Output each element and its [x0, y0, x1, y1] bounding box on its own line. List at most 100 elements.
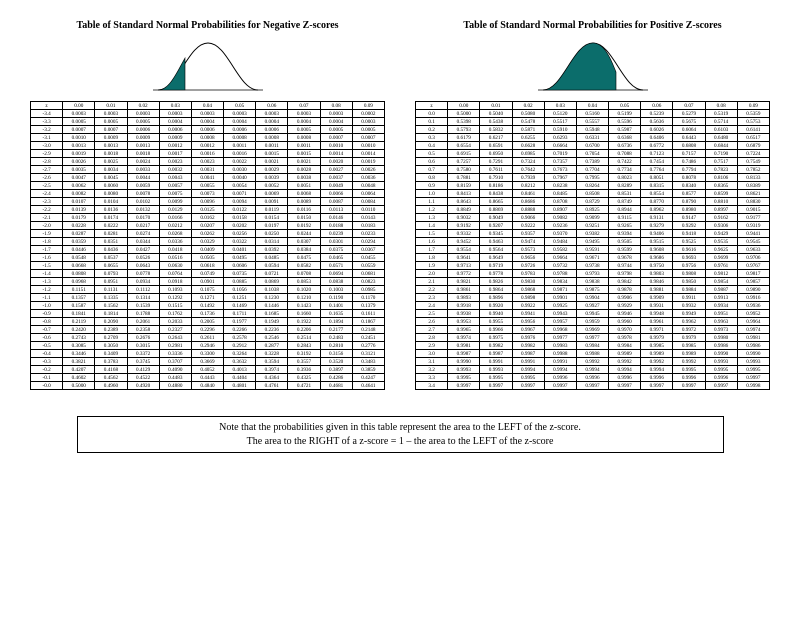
negative-prob-cell: 0.0003	[95, 110, 127, 118]
positive-prob-cell: 0.9082	[544, 214, 576, 222]
positive-prob-cell: 0.6808	[673, 142, 705, 150]
positive-prob-cell: 0.9994	[576, 366, 608, 374]
positive-prob-cell: 0.7486	[673, 158, 705, 166]
positive-prob-cell: 0.9991	[480, 358, 512, 366]
negative-prob-cell: 0.4681	[320, 382, 352, 390]
positive-prob-cell: 0.5199	[609, 110, 641, 118]
positive-prob-cell: 0.9693	[673, 254, 705, 262]
positive-prob-cell: 0.9949	[673, 310, 705, 318]
positive-prob-cell: 0.5398	[448, 118, 480, 126]
positive-prob-cell: 0.9147	[673, 214, 705, 222]
negative-prob-cell: 0.4090	[159, 366, 191, 374]
negative-prob-cell: 0.0096	[191, 198, 223, 206]
negative-prob-cell: 0.0004	[224, 118, 256, 126]
negative-prob-cell: 0.0287	[63, 230, 95, 238]
positive-prob-cell: 0.9452	[448, 238, 480, 246]
negative-prob-cell: 0.4443	[191, 374, 223, 382]
negative-prob-cell: 0.3897	[320, 366, 352, 374]
positive-prob-cell: 0.9830	[512, 278, 544, 286]
negative-prob-cell: 0.0039	[256, 174, 288, 182]
positive-prob-cell: 0.6844	[705, 142, 737, 150]
negative-prob-cell: 0.0885	[224, 278, 256, 286]
positive-prob-cell: 0.9991	[512, 358, 544, 366]
negative-prob-cell: 0.1446	[256, 302, 288, 310]
positive-prob-cell: 0.9996	[673, 374, 705, 382]
positive-prob-cell: 0.6591	[480, 142, 512, 150]
negative-prob-cell: 0.2709	[95, 334, 127, 342]
negative-prob-cell: 0.0764	[159, 270, 191, 278]
negative-prob-cell: 0.0197	[256, 222, 288, 230]
negative-prob-cell: 0.0034	[95, 166, 127, 174]
positive-row: 1.40.91920.92070.92220.92360.92510.92650…	[416, 222, 770, 230]
positive-prob-cell: 0.9678	[609, 254, 641, 262]
negative-prob-cell: 0.1251	[224, 294, 256, 302]
positive-prob-cell: 0.9633	[737, 246, 769, 254]
positive-prob-cell: 0.9916	[737, 294, 769, 302]
negative-prob-cell: 0.1093	[159, 286, 191, 294]
positive-prob-cell: 0.9911	[673, 294, 705, 302]
positive-prob-cell: 0.8315	[641, 182, 673, 190]
negative-prob-cell: 0.0005	[320, 126, 352, 134]
negative-curve	[30, 35, 385, 95]
positive-prob-cell: 0.9641	[448, 254, 480, 262]
negative-prob-cell: 0.0049	[320, 182, 352, 190]
negative-prob-cell: 0.0170	[127, 214, 159, 222]
positive-prob-cell: 0.9987	[448, 350, 480, 358]
positive-prob-cell: 0.8925	[576, 206, 608, 214]
positive-prob-cell: 0.9525	[673, 238, 705, 246]
negative-prob-cell: 0.1894	[320, 318, 352, 326]
negative-z-cell: -2.1	[31, 214, 63, 222]
positive-prob-cell: 0.9099	[576, 214, 608, 222]
negative-prob-cell: 0.0838	[320, 278, 352, 286]
positive-prob-cell: 0.8264	[576, 182, 608, 190]
negative-prob-cell: 0.0005	[127, 118, 159, 126]
positive-prob-cell: 0.7580	[448, 166, 480, 174]
positive-prob-cell: 0.9664	[544, 254, 576, 262]
positive-prob-cell: 0.6915	[448, 150, 480, 158]
negative-prob-cell: 0.0037	[320, 174, 352, 182]
negative-row: -2.70.00350.00340.00330.00320.00310.0030…	[31, 166, 385, 174]
positive-prob-cell: 0.5636	[641, 118, 673, 126]
positive-prob-cell: 0.9463	[480, 238, 512, 246]
negative-prob-cell: 0.4801	[224, 382, 256, 390]
negative-prob-cell: 0.4013	[224, 366, 256, 374]
negative-z-cell: -2.2	[31, 206, 63, 214]
negative-row: -2.90.00190.00180.00180.00170.00160.0016…	[31, 150, 385, 158]
positive-prob-cell: 0.5478	[512, 118, 544, 126]
positive-prob-cell: 0.9965	[448, 326, 480, 334]
positive-prob-cell: 0.9984	[576, 342, 608, 350]
negative-prob-cell: 0.2327	[159, 326, 191, 334]
positive-row: 1.50.93320.93450.93570.93700.93820.93940…	[416, 230, 770, 238]
positive-prob-cell: 0.9382	[576, 230, 608, 238]
positive-z-cell: 0.4	[416, 142, 448, 150]
negative-prob-cell: 0.3821	[63, 358, 95, 366]
negative-header-cell: 0.04	[191, 102, 223, 110]
positive-prob-cell: 0.9941	[512, 310, 544, 318]
positive-prob-cell: 0.9992	[641, 358, 673, 366]
negative-prob-cell: 0.1210	[288, 294, 320, 302]
negative-prob-cell: 0.0808	[63, 270, 95, 278]
negative-header-cell: z	[31, 102, 63, 110]
positive-z-cell: 1.8	[416, 254, 448, 262]
negative-prob-cell: 0.0018	[127, 150, 159, 158]
negative-z-cell: -3.1	[31, 134, 63, 142]
negative-prob-cell: 0.0274	[127, 230, 159, 238]
positive-prob-cell: 0.9997	[544, 382, 576, 390]
negative-prob-cell: 0.0008	[256, 134, 288, 142]
negative-prob-cell: 0.0017	[159, 150, 191, 158]
negative-prob-cell: 0.0548	[63, 254, 95, 262]
negative-prob-cell: 0.0793	[95, 270, 127, 278]
negative-prob-cell: 0.0023	[191, 158, 223, 166]
negative-prob-cell: 0.0119	[256, 206, 288, 214]
positive-prob-cell: 0.5793	[448, 126, 480, 134]
positive-prob-cell: 0.8944	[609, 206, 641, 214]
negative-prob-cell: 0.0158	[224, 214, 256, 222]
negative-row: -3.00.00130.00130.00130.00120.00120.0011…	[31, 142, 385, 150]
positive-prob-cell: 0.9931	[641, 302, 673, 310]
negative-prob-cell: 0.0075	[159, 190, 191, 198]
positive-row: 2.50.99380.99400.99410.99430.99450.99460…	[416, 310, 770, 318]
negative-prob-cell: 0.1423	[288, 302, 320, 310]
positive-prob-cell: 0.9994	[512, 366, 544, 374]
positive-z-cell: 2.6	[416, 318, 448, 326]
negative-prob-cell: 0.0375	[320, 246, 352, 254]
